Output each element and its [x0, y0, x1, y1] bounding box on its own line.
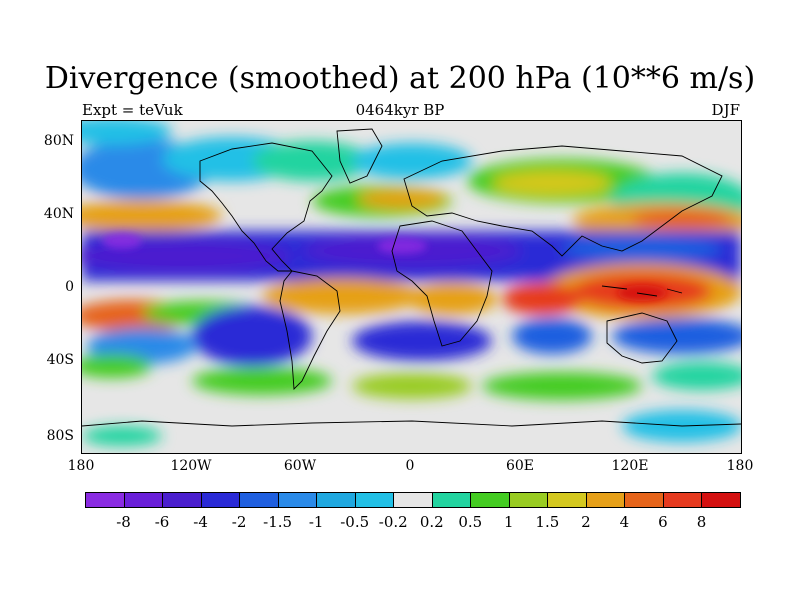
lon-label-120e: 120E	[611, 458, 649, 474]
colorbar-swatch	[354, 492, 395, 508]
colorbar-label: -8	[116, 513, 131, 531]
colorbar-label: 8	[696, 513, 707, 531]
colorbar-label: 6	[658, 513, 668, 531]
colorbar-label: -6	[154, 513, 170, 531]
lat-label-0: 0	[65, 279, 74, 295]
colorbar-label: 0.2	[419, 513, 444, 531]
colorbar-swatch	[316, 492, 356, 508]
colorbar-label: -0.2	[378, 513, 408, 531]
lat-label-80n: 80N	[43, 133, 74, 149]
lon-label-120w: 120W	[170, 458, 212, 474]
colorbar-swatch	[431, 492, 472, 508]
divergence-map	[82, 121, 741, 453]
divergence-field	[82, 121, 741, 446]
colorbar-swatch	[470, 492, 510, 508]
colorbar-label: -0.5	[340, 513, 370, 531]
colorbar-swatch	[508, 492, 549, 508]
colorbar-swatch	[85, 492, 125, 508]
lat-label-80s: 80S	[46, 428, 74, 444]
colorbar-swatch	[200, 492, 241, 508]
lon-label-180e: 180	[726, 458, 754, 474]
map-frame	[81, 120, 742, 454]
colorbar-label: -4	[193, 513, 208, 531]
colorbar-swatch	[277, 492, 318, 508]
colorbar-swatch	[585, 492, 626, 508]
season-label: DJF	[711, 101, 740, 119]
period-label: 0464kyr BP	[355, 101, 445, 119]
colorbar-label: 4	[619, 513, 630, 531]
colorbar-swatch	[239, 492, 279, 508]
colorbar-swatch	[662, 492, 703, 508]
lat-label-40n: 40N	[43, 206, 74, 222]
colorbar-swatch	[701, 492, 741, 508]
colorbar-label: -1	[308, 513, 324, 531]
coastlines	[82, 128, 741, 427]
lat-label-40s: 40S	[46, 352, 74, 368]
colorbar-label: 1.5	[535, 513, 560, 531]
lon-label-60e: 60E	[505, 458, 535, 474]
experiment-label: Expt = teVuk	[82, 101, 183, 119]
colorbar	[85, 492, 741, 510]
colorbar-label: -1.5	[263, 513, 293, 531]
colorbar-swatch	[624, 492, 664, 508]
colorbar-label: 1	[504, 513, 514, 531]
colorbar-label: 0.5	[458, 513, 483, 531]
lon-label-180w: 180	[67, 458, 95, 474]
plot-title: Divergence (smoothed) at 200 hPa (10**6 …	[44, 61, 756, 96]
colorbar-swatch	[393, 492, 433, 508]
lon-label-60w: 60W	[283, 458, 317, 474]
colorbar-swatch	[123, 492, 164, 508]
colorbar-label: -2	[231, 513, 247, 531]
colorbar-swatch	[547, 492, 587, 508]
colorbar-swatch	[162, 492, 202, 508]
lon-label-0: 0	[405, 458, 415, 474]
colorbar-label: 2	[581, 513, 591, 531]
